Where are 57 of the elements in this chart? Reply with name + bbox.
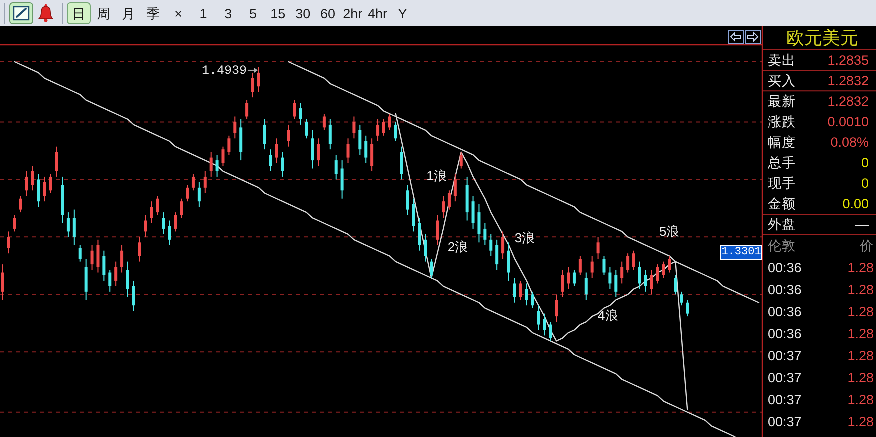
category-label: 00:37 <box>768 370 802 386</box>
text: 0.0010 <box>828 114 869 130</box>
text: 4hr <box>368 6 388 22</box>
annotation: 1.4939 <box>202 64 247 78</box>
annotation: 3浪 <box>514 230 536 246</box>
text: 月 <box>122 6 136 22</box>
text: 季 <box>146 6 161 22</box>
category-label: 00:37 <box>768 348 802 364</box>
text: 1 <box>200 6 208 22</box>
category-label: 涨跌 <box>768 114 796 130</box>
text: 5 <box>250 6 258 22</box>
category-label: 00:36 <box>768 326 802 342</box>
category-label: 幅度 <box>768 135 796 150</box>
category-label: 外盘 <box>768 217 796 232</box>
text: 0 <box>861 156 869 171</box>
text: 伦敦 <box>768 238 796 254</box>
category-label: 00:37 <box>768 392 802 408</box>
text: 欧元美元 <box>786 28 858 48</box>
text: 1.2832 <box>828 94 869 109</box>
text: 2hr <box>343 6 364 22</box>
text: 日 <box>72 6 86 22</box>
text: — <box>856 217 869 232</box>
annotation: 5浪 <box>660 224 680 240</box>
category-label: 00:37 <box>768 414 802 430</box>
text: × <box>174 6 183 22</box>
text: 0.00 <box>842 196 869 212</box>
text: 1.28 <box>848 260 874 276</box>
text: Y <box>398 6 408 22</box>
annotation: 2浪 <box>448 239 468 254</box>
text: 1.28 <box>848 348 874 364</box>
text: 1.2835 <box>828 52 869 68</box>
text: 周 <box>96 6 111 22</box>
text: 1.28 <box>848 282 874 298</box>
text: 1.28 <box>848 370 874 386</box>
text: 1.2832 <box>828 73 869 88</box>
text: 1.28 <box>848 414 874 430</box>
text: 0 <box>861 176 869 192</box>
category-label: 买入 <box>768 73 796 88</box>
text: 60 <box>320 6 336 22</box>
text: 1.28 <box>848 304 874 320</box>
annotation: 1浪 <box>426 168 447 184</box>
category-label: 金额 <box>768 196 796 212</box>
text: 0.08% <box>830 135 869 150</box>
text: 3 <box>224 6 232 22</box>
text: 1.28 <box>848 326 874 342</box>
text: 价 <box>859 238 874 254</box>
category-label: 总手 <box>767 156 796 171</box>
text: 30 <box>296 6 311 22</box>
text: 15 <box>270 6 286 22</box>
annotation: 4浪 <box>598 308 618 324</box>
category-label: 现手 <box>768 176 796 192</box>
category-label: 00:36 <box>768 282 802 298</box>
category-label: 00:36 <box>768 304 802 320</box>
category-label: 卖出 <box>768 52 796 68</box>
category-label: 最新 <box>768 94 796 109</box>
text: 1.28 <box>848 392 874 408</box>
category-label: 00:36 <box>768 260 802 276</box>
